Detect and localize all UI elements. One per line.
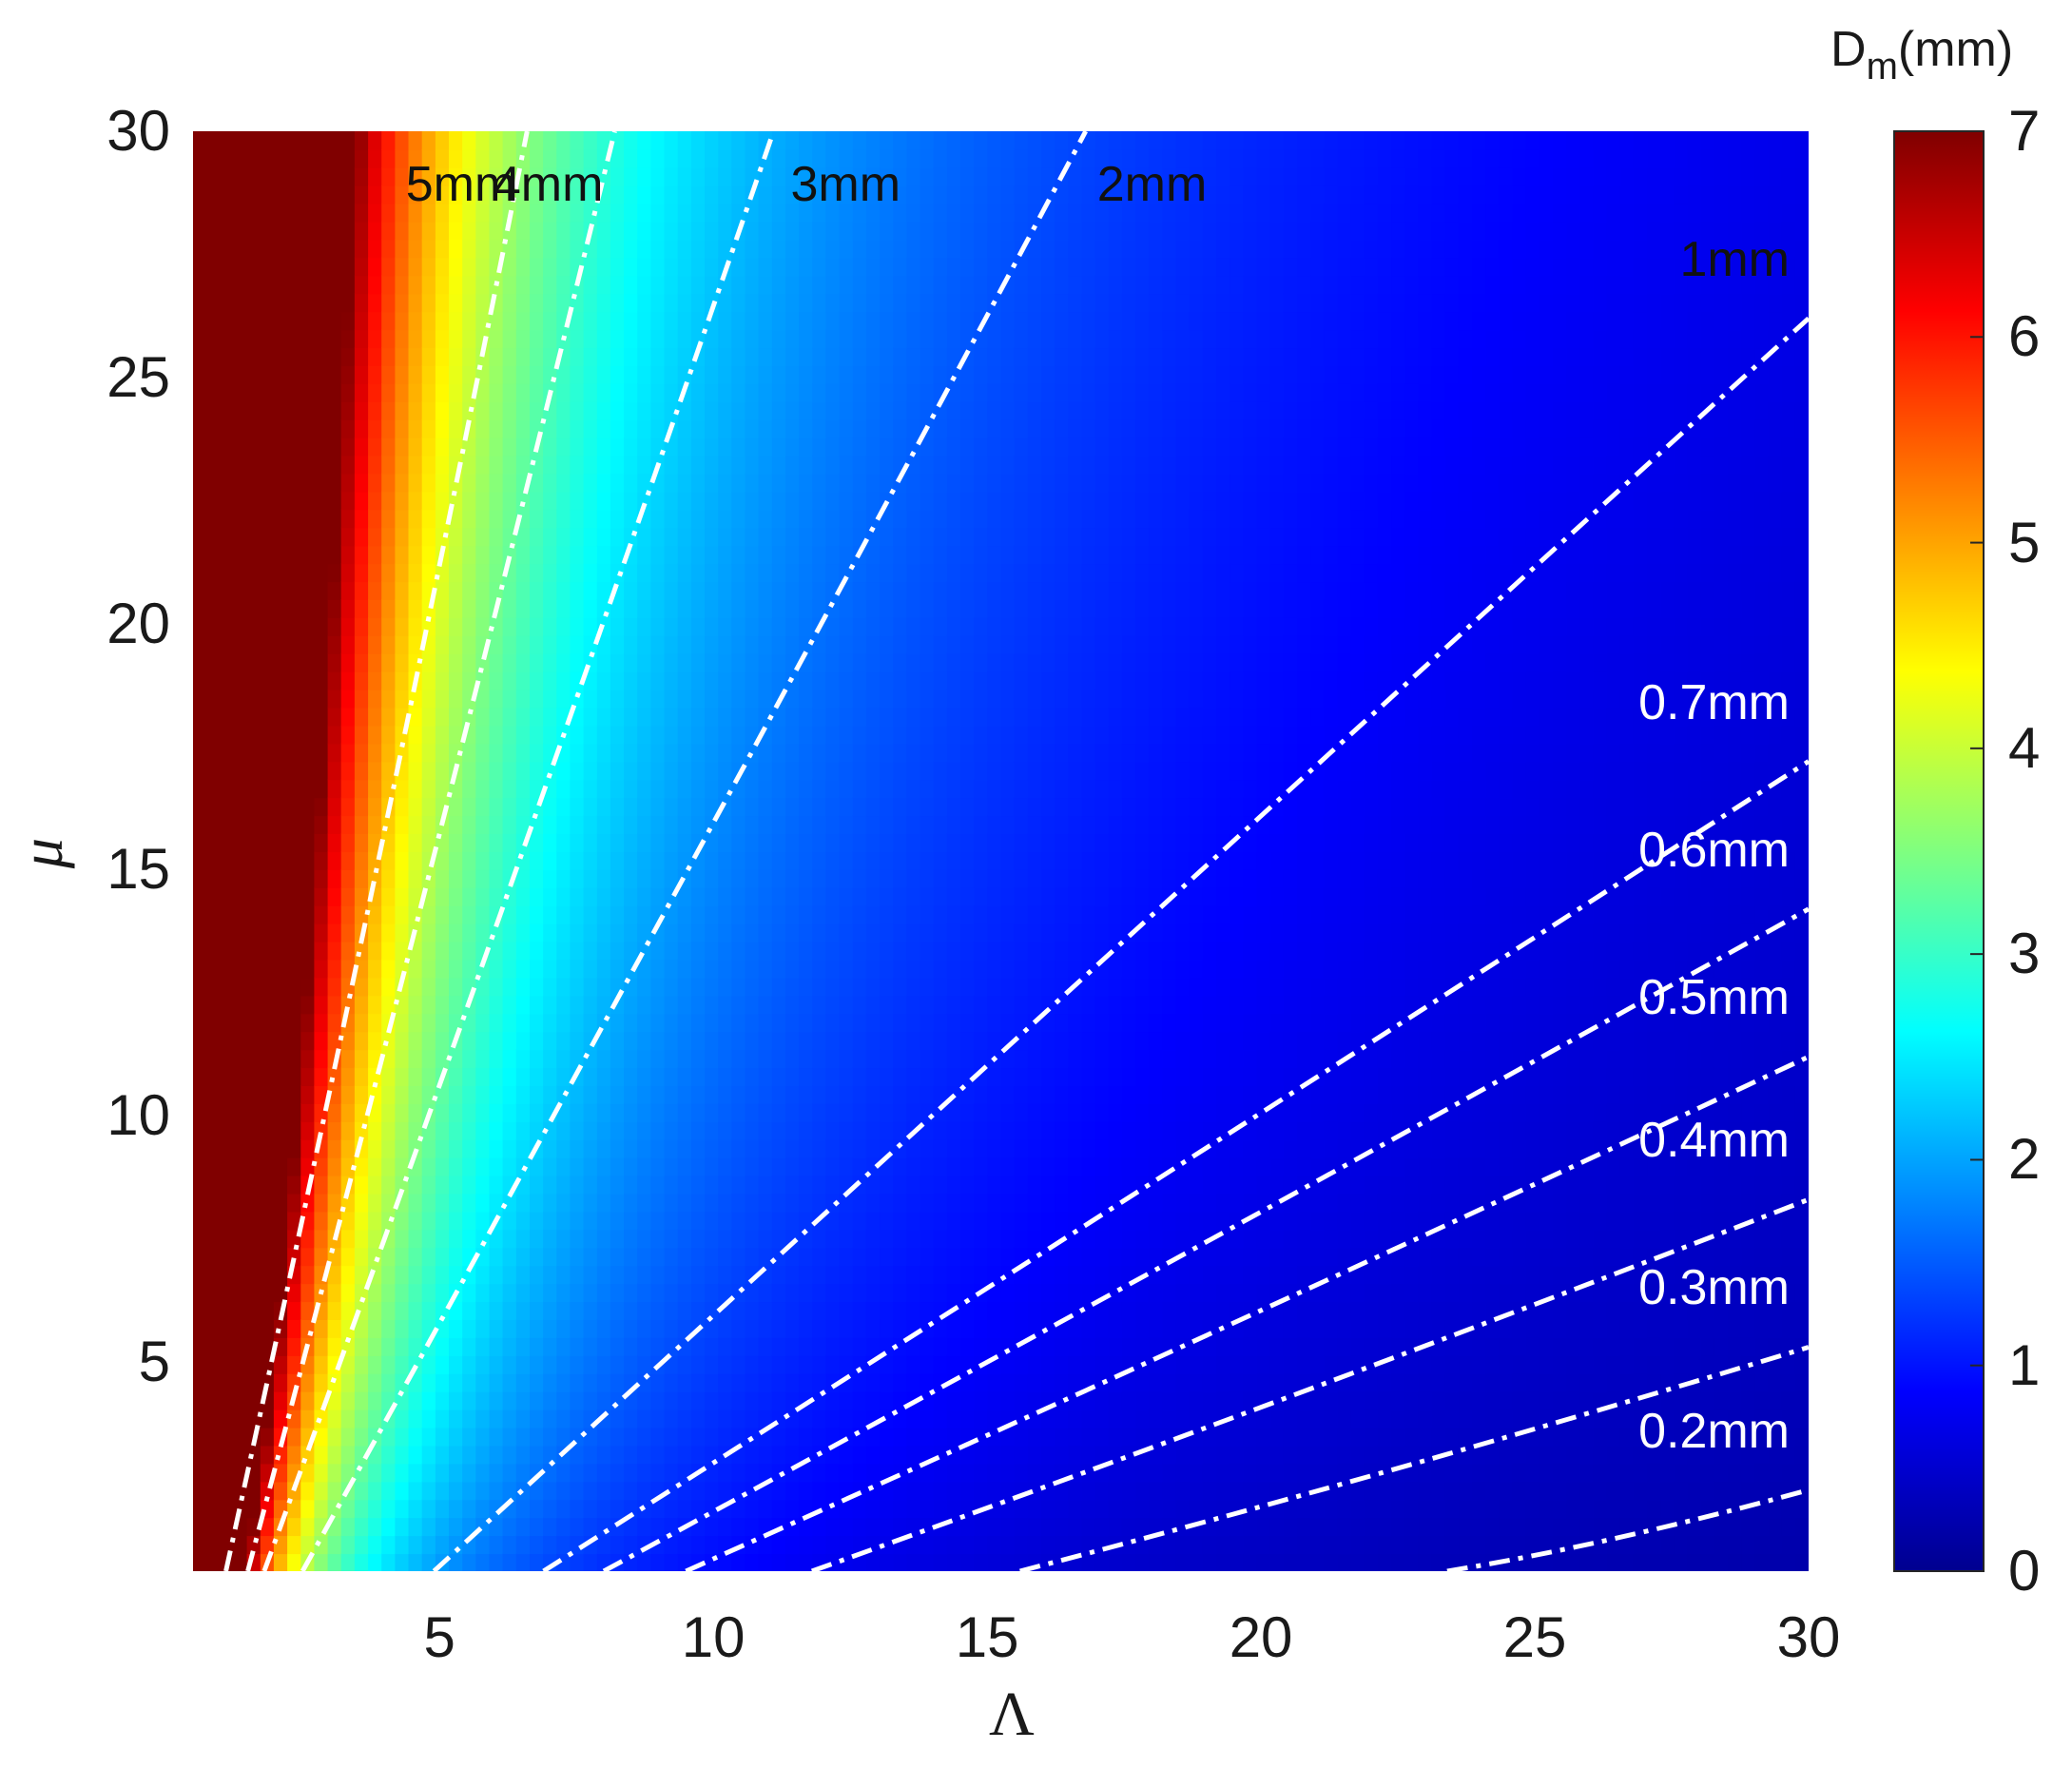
- x-tick-10: 10: [681, 1605, 746, 1669]
- contour-lines: [223, 131, 1809, 1571]
- contour-line-4mm: [245, 131, 617, 1571]
- contour-label-0-5mm: 0.5mm: [1638, 970, 1790, 1026]
- x-tick-20: 20: [1229, 1605, 1293, 1669]
- contour-label-4mm: 4mm: [493, 157, 604, 212]
- x-axis-title: Λ: [989, 1680, 1035, 1749]
- colorbar-tick-0: 0: [2008, 1539, 2041, 1603]
- contour-line-0-2mm: [1446, 1487, 1809, 1571]
- contour-label-1mm: 1mm: [1679, 231, 1790, 287]
- contour-label-0-3mm: 0.3mm: [1638, 1260, 1790, 1316]
- contour-line-0-7mm: [542, 759, 1809, 1571]
- contour-label-0-6mm: 0.6mm: [1638, 822, 1790, 878]
- y-tick-30: 30: [107, 99, 170, 163]
- colorbar-tick-3: 3: [2008, 922, 2041, 986]
- colorbar-title-sub: m: [1866, 46, 1898, 87]
- colorbar-tick-7: 7: [2008, 99, 2041, 163]
- contour-line-3mm: [261, 131, 776, 1571]
- x-tick-30: 30: [1776, 1605, 1841, 1669]
- y-tick-20: 20: [107, 591, 170, 655]
- colorbar: [1893, 130, 1985, 1572]
- heatmap-field: [193, 131, 1809, 1571]
- colorbar-title: Dm(mm): [1830, 21, 2013, 88]
- contour-line-0-6mm: [602, 906, 1809, 1571]
- contour-label-2mm: 2mm: [1096, 157, 1208, 212]
- contour-label-0-4mm: 0.4mm: [1638, 1113, 1790, 1169]
- contour-label-0-2mm: 0.2mm: [1638, 1403, 1790, 1459]
- colorbar-tick-6: 6: [2008, 304, 2041, 369]
- y-tick-10: 10: [107, 1083, 170, 1148]
- contour-line-2mm: [300, 131, 1088, 1571]
- contour-line-0-4mm: [810, 1196, 1809, 1571]
- colorbar-tick-4: 4: [2008, 715, 2041, 780]
- contour-label-5mm: 5mm: [405, 157, 516, 212]
- y-tick-5: 5: [138, 1330, 170, 1394]
- colorbar-ticks: [1970, 336, 1984, 1367]
- x-tick-15: 15: [955, 1605, 1019, 1669]
- y-tick-25: 25: [107, 344, 170, 409]
- colorbar-tick-1: 1: [2008, 1332, 2041, 1397]
- contour-label-0-7mm: 0.7mm: [1638, 674, 1790, 730]
- colorbar-title-main: D: [1830, 22, 1867, 77]
- colorbar-tick-5: 5: [2008, 510, 2041, 574]
- y-axis-title: μ: [8, 837, 76, 869]
- colorbar-title-unit: (mm): [1897, 22, 2014, 77]
- contour-label-3mm: 3mm: [790, 157, 901, 212]
- x-tick-5: 5: [423, 1605, 455, 1669]
- contour-line-5mm: [223, 131, 530, 1571]
- y-tick-15: 15: [107, 837, 170, 902]
- contour-line-0-5mm: [685, 1054, 1809, 1571]
- colorbar-tick-2: 2: [2008, 1127, 2041, 1192]
- contour-line-1mm: [432, 316, 1809, 1571]
- contour-line-0-3mm: [1019, 1345, 1809, 1571]
- x-tick-25: 25: [1502, 1605, 1567, 1669]
